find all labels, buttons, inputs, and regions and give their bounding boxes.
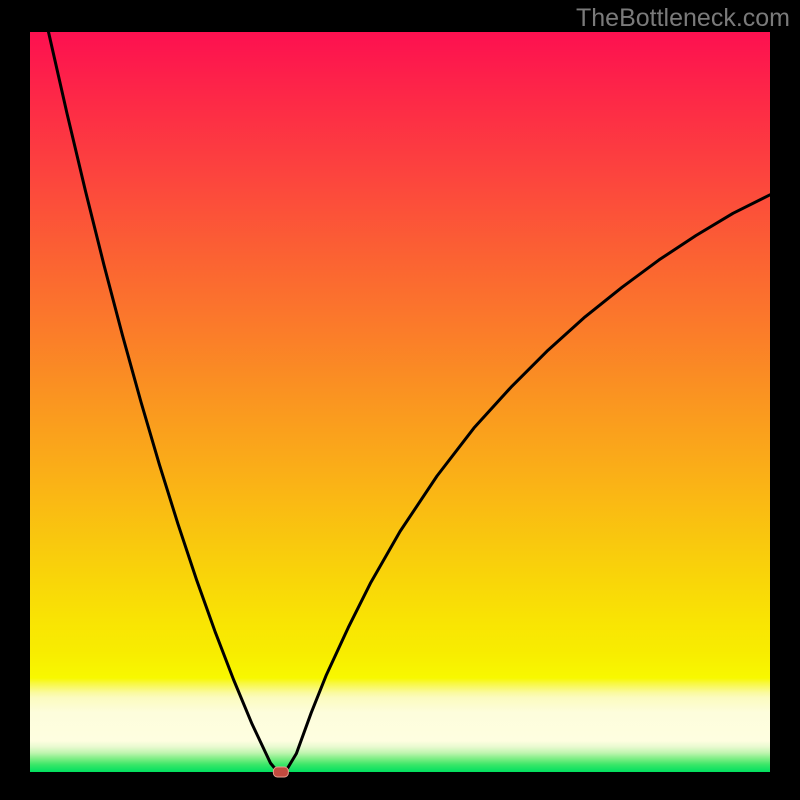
watermark-text: TheBottleneck.com [576, 4, 790, 33]
optimum-marker [273, 767, 288, 777]
bottleneck-chart [0, 0, 800, 800]
